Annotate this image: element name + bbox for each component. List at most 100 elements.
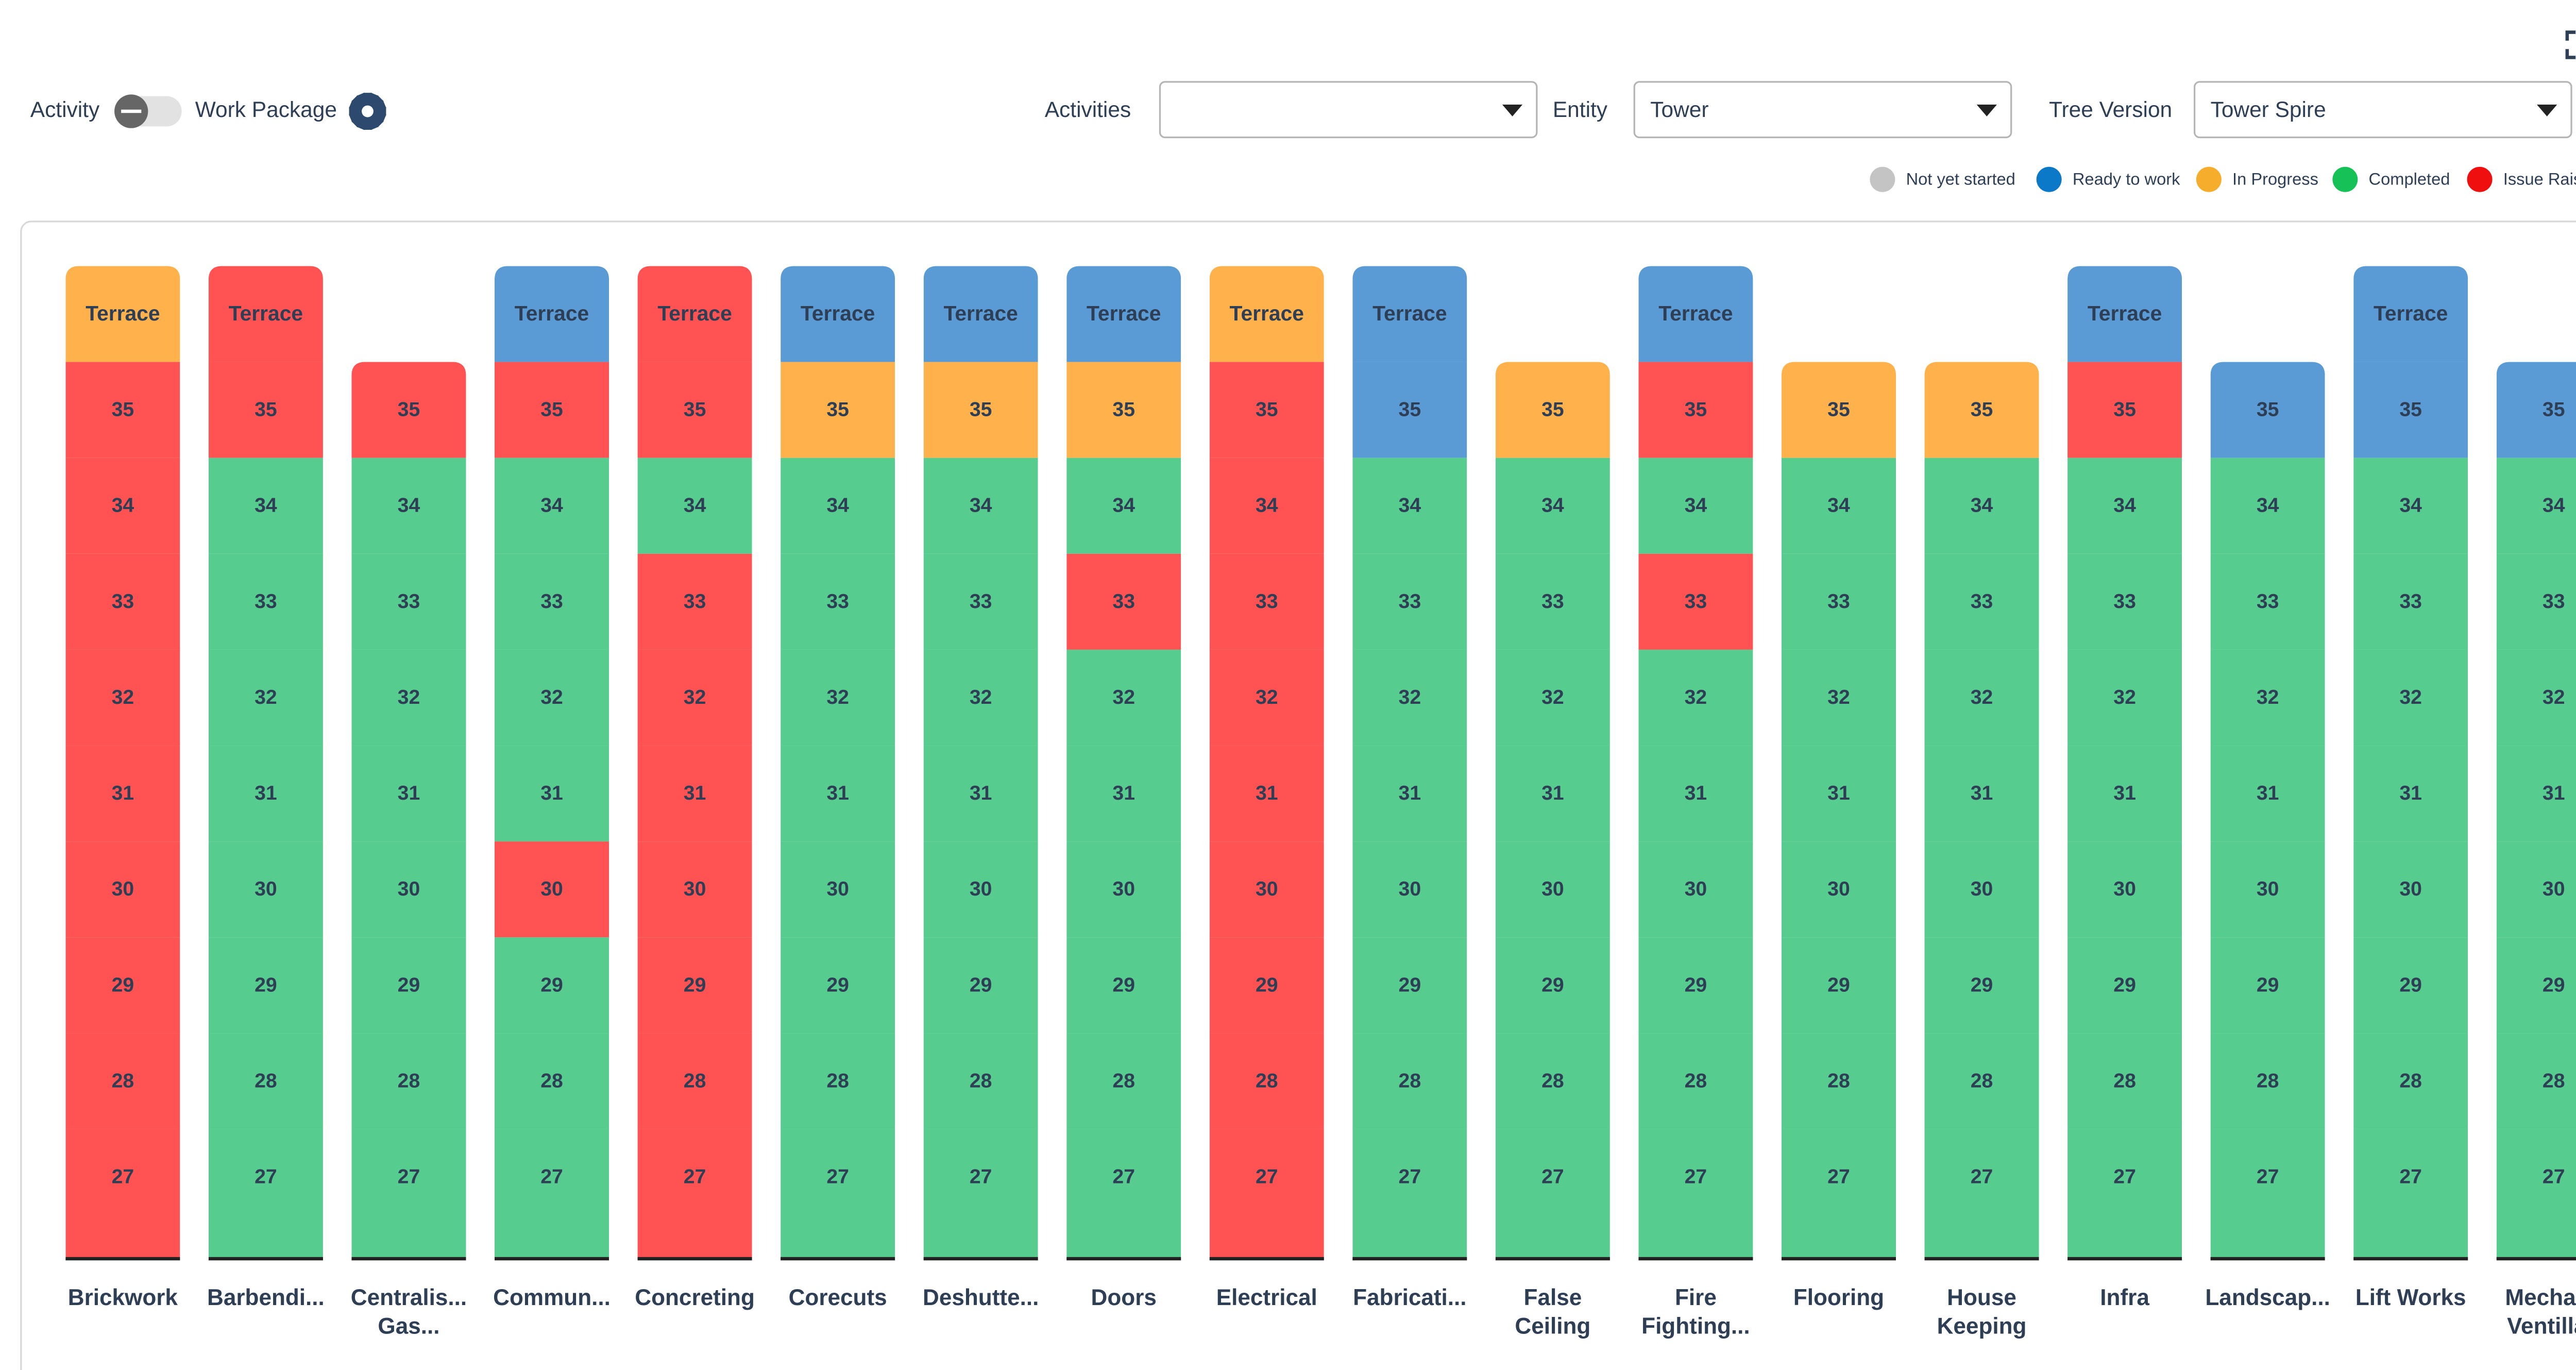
status-cell[interactable]	[495, 841, 609, 938]
status-cell[interactable]	[1781, 746, 1896, 842]
status-cell[interactable]	[2210, 1033, 2325, 1129]
status-cell[interactable]	[1209, 1033, 1324, 1129]
fullscreen-button[interactable]	[2565, 30, 2576, 59]
status-cell[interactable]	[1066, 841, 1181, 938]
status-cell[interactable]	[1495, 1033, 1610, 1129]
status-cell[interactable]	[2067, 649, 2182, 746]
status-cell[interactable]	[1781, 553, 1896, 650]
status-cell[interactable]	[923, 937, 1038, 1034]
status-cell[interactable]	[2210, 362, 2325, 458]
status-cell[interactable]	[1066, 746, 1181, 842]
status-cell[interactable]	[208, 1129, 323, 1259]
status-cell[interactable]	[1209, 937, 1324, 1034]
status-cell[interactable]	[65, 266, 180, 362]
status-cell[interactable]	[1066, 362, 1181, 458]
activity-column[interactable]: Terrace 35 34 33 32 31 30 29 28 27 Doors	[1066, 266, 1181, 1310]
status-cell[interactable]	[65, 649, 180, 746]
status-cell[interactable]	[781, 1033, 895, 1129]
status-cell[interactable]	[1495, 841, 1610, 938]
status-cell[interactable]	[1924, 649, 2039, 746]
status-cell[interactable]	[1924, 362, 2039, 458]
activity-column[interactable]: Terrace 35 34 33 32 31 30 29 28 27 Infra	[2067, 266, 2182, 1310]
status-cell[interactable]	[1924, 1129, 2039, 1259]
status-cell[interactable]	[2353, 458, 2468, 554]
status-cell[interactable]	[2067, 1033, 2182, 1129]
status-cell[interactable]	[2210, 746, 2325, 842]
status-cell[interactable]	[1924, 841, 2039, 938]
status-cell[interactable]	[2496, 746, 2576, 842]
status-cell[interactable]	[1495, 553, 1610, 650]
status-cell[interactable]	[2496, 1129, 2576, 1259]
status-cell[interactable]	[495, 746, 609, 842]
activity-column[interactable]: 35 34 33 32 31 30 29 28 27 House Keeping	[1924, 362, 2039, 1339]
status-cell[interactable]	[351, 937, 466, 1034]
status-cell[interactable]	[2067, 841, 2182, 938]
activity-column[interactable]: 35 34 33 32 31 30 29 28 27 False Ceiling	[1495, 362, 1610, 1339]
status-cell[interactable]	[1352, 746, 1467, 842]
status-cell[interactable]	[1209, 458, 1324, 554]
status-cell[interactable]	[1066, 937, 1181, 1034]
status-cell[interactable]	[637, 458, 752, 554]
status-cell[interactable]	[1638, 937, 1753, 1034]
status-cell[interactable]	[65, 841, 180, 938]
status-cell[interactable]	[1352, 553, 1467, 650]
status-cell[interactable]	[2067, 266, 2182, 362]
status-cell[interactable]	[1352, 937, 1467, 1034]
activity-column[interactable]: Terrace 35 34 33 32 31 30 29 28 27 Brickwork	[65, 266, 180, 1310]
status-cell[interactable]	[2210, 841, 2325, 938]
status-cell[interactable]	[495, 553, 609, 650]
status-cell[interactable]	[1495, 458, 1610, 554]
status-cell[interactable]	[65, 362, 180, 458]
status-cell[interactable]	[65, 1033, 180, 1129]
status-cell[interactable]	[637, 1033, 752, 1129]
status-cell[interactable]	[637, 937, 752, 1034]
status-cell[interactable]	[781, 266, 895, 362]
status-cell[interactable]	[923, 458, 1038, 554]
status-cell[interactable]	[65, 746, 180, 842]
status-cell[interactable]	[2210, 553, 2325, 650]
status-cell[interactable]	[2353, 649, 2468, 746]
status-cell[interactable]	[1495, 362, 1610, 458]
status-cell[interactable]	[923, 841, 1038, 938]
status-cell[interactable]	[1352, 1129, 1467, 1259]
status-cell[interactable]	[1781, 458, 1896, 554]
status-cell[interactable]	[495, 362, 609, 458]
status-cell[interactable]	[208, 553, 323, 650]
dropdown-box[interactable]	[1633, 81, 2012, 139]
status-cell[interactable]	[923, 746, 1038, 842]
activity-column[interactable]: 35 34 33 32 31 30 29 28 27 Landscap...	[2205, 362, 2330, 1310]
status-cell[interactable]	[781, 458, 895, 554]
settings-button[interactable]	[349, 92, 386, 130]
status-cell[interactable]	[208, 649, 323, 746]
status-cell[interactable]	[781, 937, 895, 1034]
activity-column[interactable]: Terrace 35 34 33 32 31 30 29 28 27 Fabricati...	[1352, 266, 1467, 1310]
status-cell[interactable]	[1638, 841, 1753, 938]
status-cell[interactable]	[1209, 649, 1324, 746]
status-cell[interactable]	[2210, 1129, 2325, 1259]
status-cell[interactable]	[1924, 458, 2039, 554]
activity-column[interactable]: 35 34 33 32 31 30 29 28 27 Centralis... Gas...	[351, 362, 467, 1339]
status-cell[interactable]	[2353, 1129, 2468, 1259]
status-cell[interactable]	[1924, 553, 2039, 650]
status-cell[interactable]	[1781, 937, 1896, 1034]
dropdown-box[interactable]	[1159, 81, 1538, 139]
status-cell[interactable]	[637, 553, 752, 650]
status-cell[interactable]	[208, 266, 323, 362]
status-cell[interactable]	[1495, 937, 1610, 1034]
status-cell[interactable]	[208, 746, 323, 842]
status-cell[interactable]	[65, 937, 180, 1034]
status-cell[interactable]	[65, 1129, 180, 1259]
status-cell[interactable]	[1638, 362, 1753, 458]
status-cell[interactable]	[1066, 266, 1181, 362]
status-cell[interactable]	[2496, 458, 2576, 554]
activity-column[interactable]: Terrace 35 34 33 32 31 30 29 28 27 Barbendi...	[207, 266, 325, 1310]
activity-column[interactable]: Terrace 35 34 33 32 31 30 29 28 27 Lift Works	[2353, 266, 2468, 1310]
status-cell[interactable]	[1352, 1033, 1467, 1129]
status-cell[interactable]	[495, 649, 609, 746]
status-cell[interactable]	[637, 649, 752, 746]
status-cell[interactable]	[1066, 458, 1181, 554]
status-cell[interactable]	[351, 841, 466, 938]
status-cell[interactable]	[2067, 1129, 2182, 1259]
status-cell[interactable]	[923, 553, 1038, 650]
status-cell[interactable]	[1638, 746, 1753, 842]
